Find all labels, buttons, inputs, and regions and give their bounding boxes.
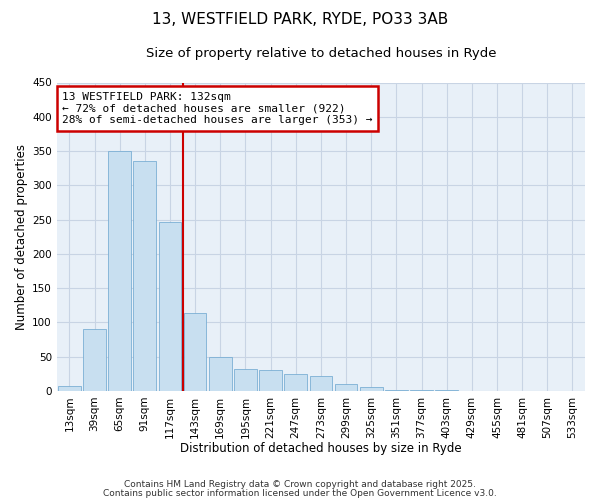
Bar	[58, 386, 80, 391]
Bar	[133, 160, 156, 391]
Bar	[360, 388, 383, 391]
Text: Contains HM Land Registry data © Crown copyright and database right 2025.: Contains HM Land Registry data © Crown c…	[124, 480, 476, 489]
Bar	[234, 369, 257, 391]
X-axis label: Distribution of detached houses by size in Ryde: Distribution of detached houses by size …	[180, 442, 462, 455]
Bar	[310, 376, 332, 391]
Bar	[109, 151, 131, 391]
Bar	[184, 314, 206, 391]
Bar	[259, 370, 282, 391]
Bar	[436, 390, 458, 391]
Bar	[158, 222, 181, 391]
Y-axis label: Number of detached properties: Number of detached properties	[15, 144, 28, 330]
Bar	[284, 374, 307, 391]
Bar	[83, 329, 106, 391]
Bar	[410, 390, 433, 391]
Text: Contains public sector information licensed under the Open Government Licence v3: Contains public sector information licen…	[103, 488, 497, 498]
Title: Size of property relative to detached houses in Ryde: Size of property relative to detached ho…	[146, 48, 496, 60]
Bar	[209, 356, 232, 391]
Bar	[335, 384, 358, 391]
Text: 13 WESTFIELD PARK: 132sqm
← 72% of detached houses are smaller (922)
28% of semi: 13 WESTFIELD PARK: 132sqm ← 72% of detac…	[62, 92, 373, 125]
Text: 13, WESTFIELD PARK, RYDE, PO33 3AB: 13, WESTFIELD PARK, RYDE, PO33 3AB	[152, 12, 448, 28]
Bar	[385, 390, 407, 391]
